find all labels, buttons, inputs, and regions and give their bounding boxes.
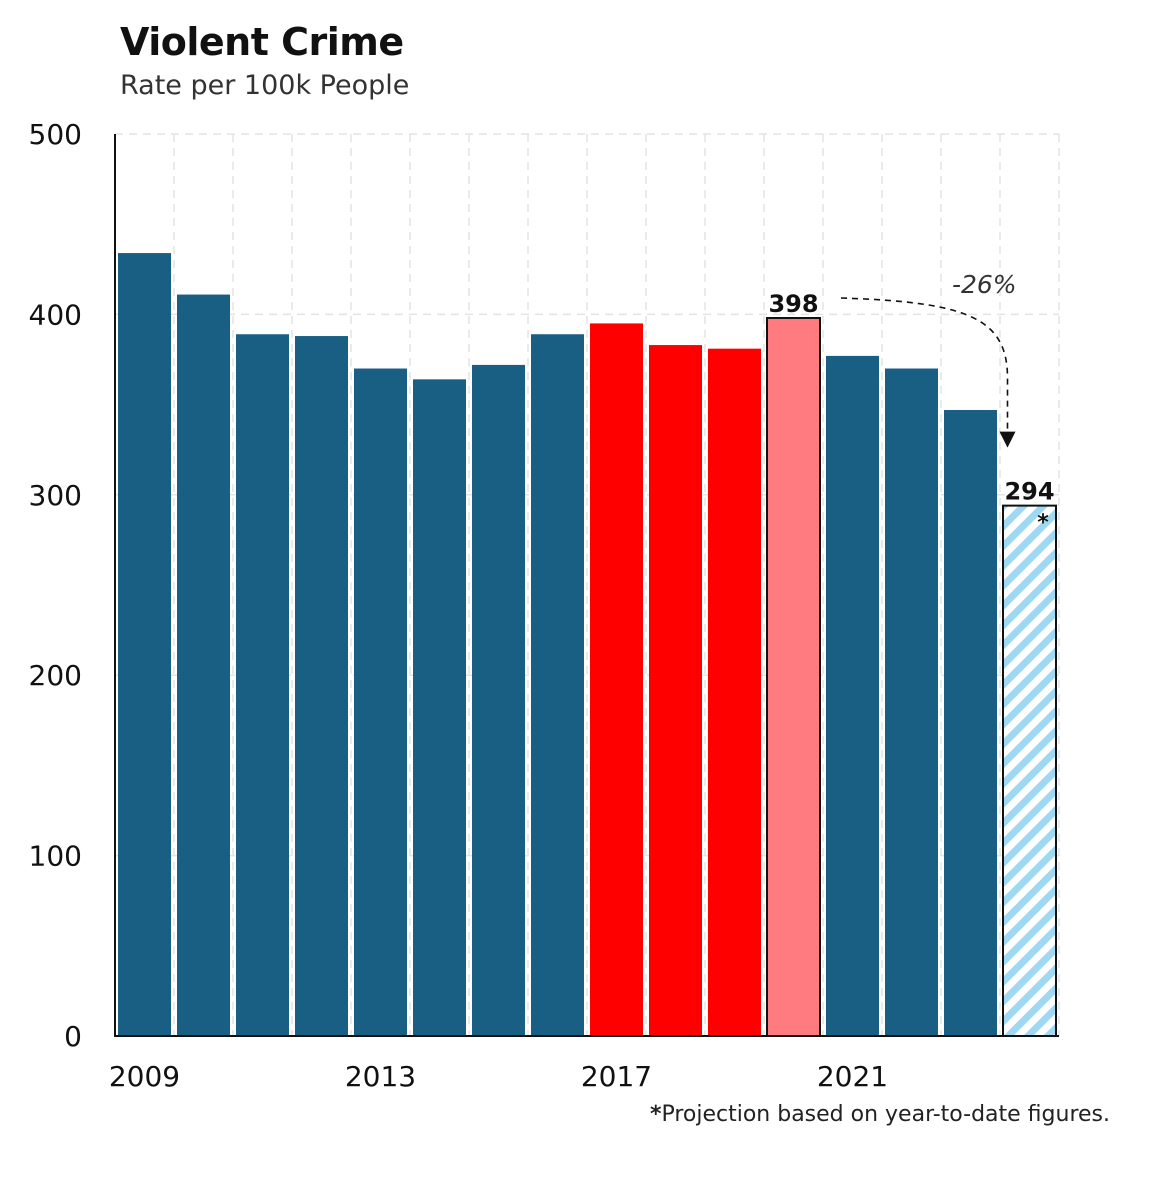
footnote-text: Projection based on year-to-date figures… [661,1102,1110,1127]
bar-2020 [766,317,821,1037]
change-annotation-label: -26% [952,270,1017,299]
bar-2019 [708,348,761,1036]
footnote-marker: * [649,1102,662,1127]
bar-2016 [531,334,584,1036]
y-tick-label-0: 0 [64,1020,82,1053]
bar-2014 [413,379,466,1036]
bar-2011 [236,334,289,1036]
bar-2017 [590,323,643,1036]
data-label-2024: 294 [1004,478,1054,506]
y-tick-label-300: 300 [29,479,82,512]
x-tick-label-2013: 2013 [345,1060,416,1093]
y-tick-label-100: 100 [29,840,82,873]
y-tick-label-400: 400 [29,298,82,331]
chart-title: Violent Crime [120,20,404,64]
change-arrow [840,297,1016,448]
projection-footnote: *Projection based on year-to-date figure… [650,1102,1110,1127]
x-tick-label-2021: 2021 [817,1060,888,1093]
bar-2021 [826,355,879,1037]
projection-marker: * [1037,511,1049,536]
x-tick-label-2009: 2009 [109,1060,180,1093]
bar-2015 [472,364,525,1036]
bar-2012 [295,336,348,1037]
bar-2022 [885,368,938,1036]
chart-subtitle: Rate per 100k People [120,70,410,101]
data-label-2020: 398 [768,290,818,318]
bar-2013 [354,368,407,1036]
y-tick-label-200: 200 [29,659,82,692]
y-tick-label-500: 500 [29,118,82,151]
bar-2024 [1002,504,1057,1037]
bar-2010 [177,294,230,1036]
bar-2018 [649,345,702,1036]
bar-2023 [944,410,997,1037]
bar-2009 [118,253,171,1037]
x-tick-label-2017: 2017 [581,1060,652,1093]
